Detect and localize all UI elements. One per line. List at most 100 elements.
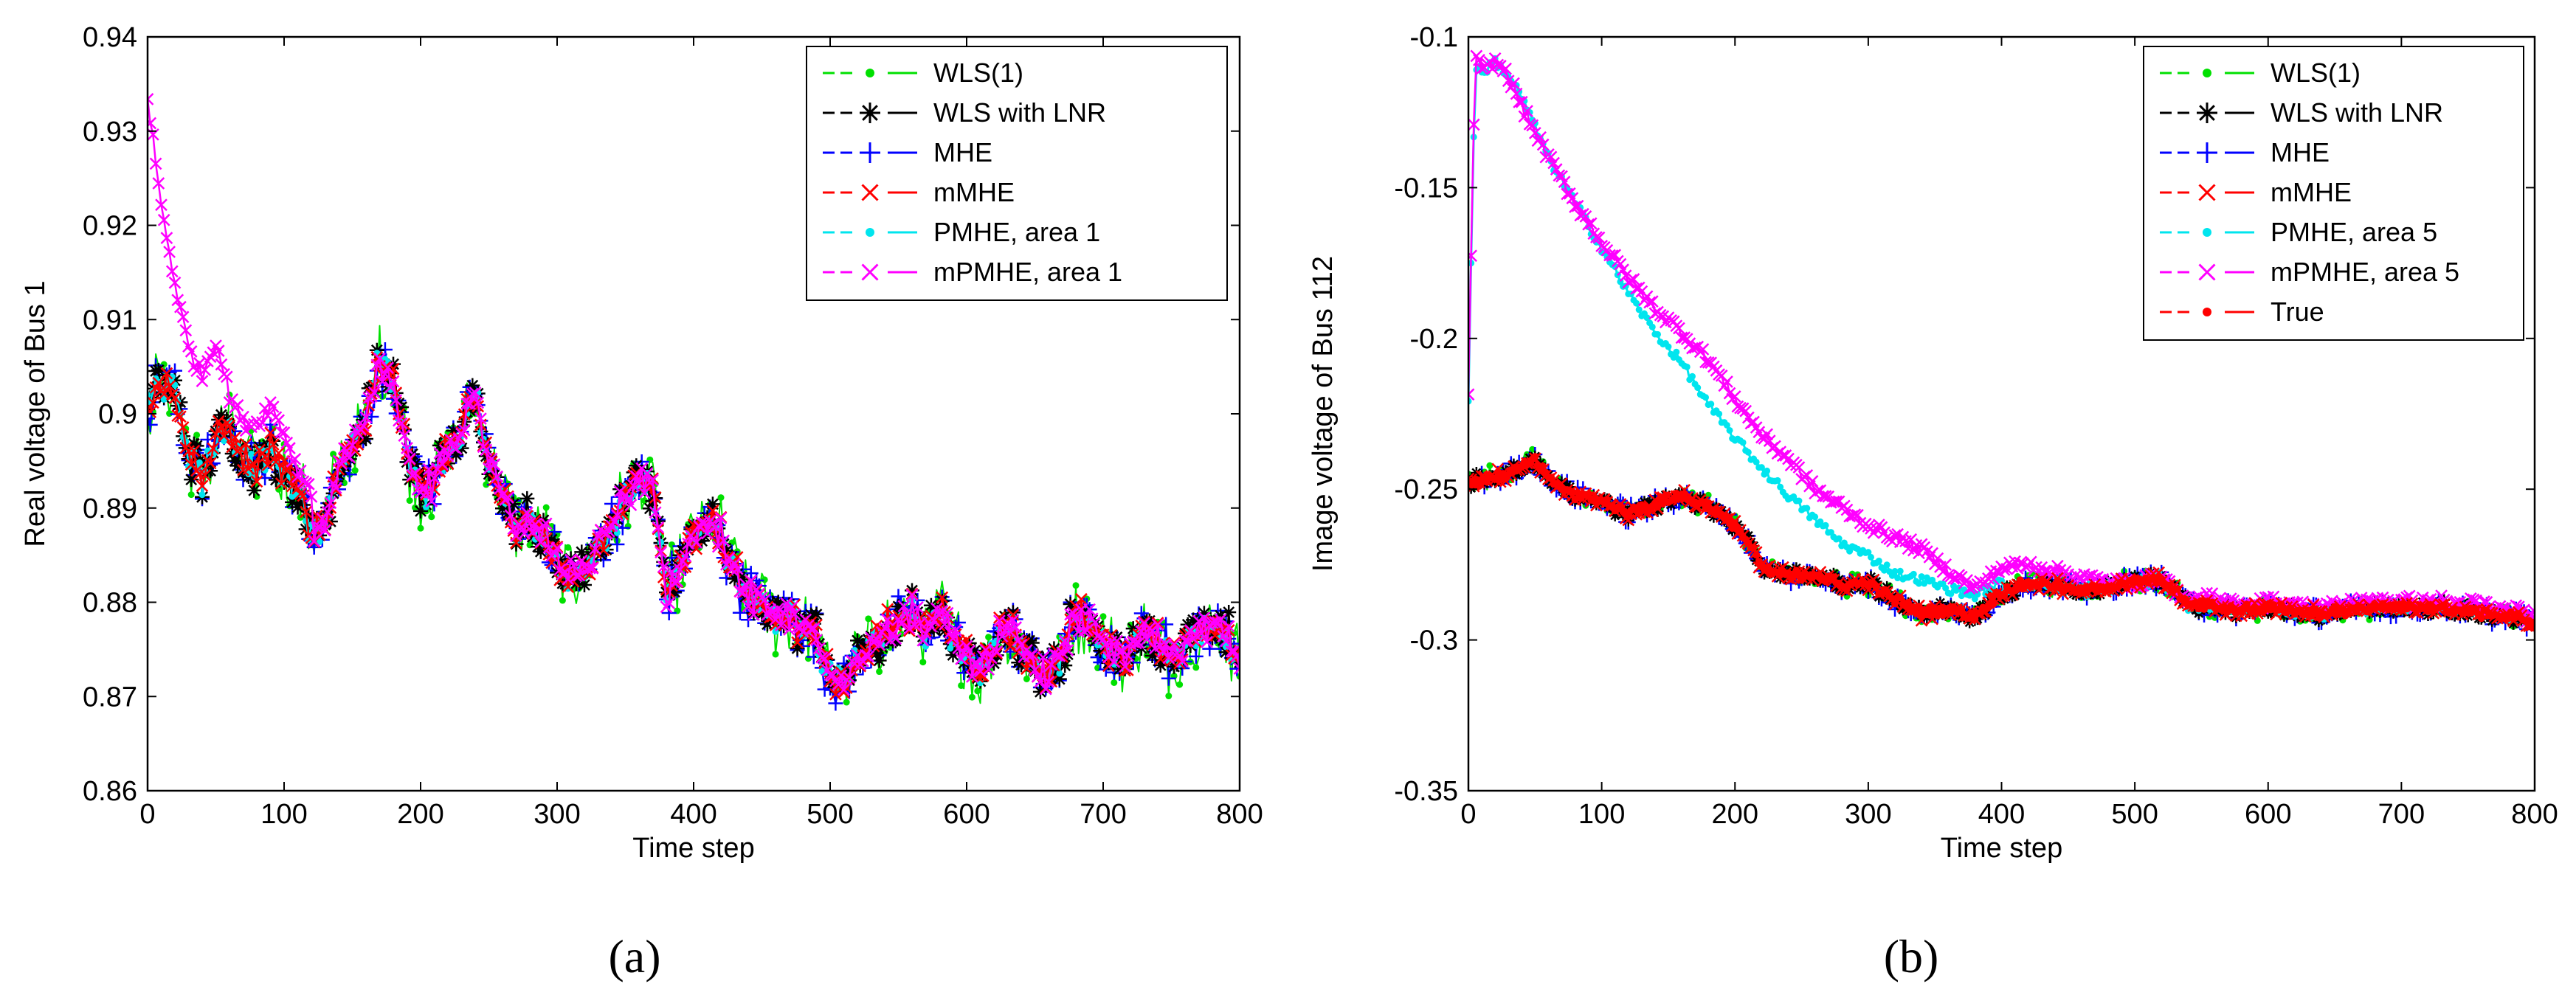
panel-b-x-axis-label: Time step [1941,833,2062,864]
series-b-4-point [1702,394,1710,401]
series-b-4-point [1683,363,1691,370]
series-b-4-point [1916,580,1923,587]
legend-marker [2198,184,2216,201]
legend-marker [2203,228,2211,237]
y-tick-label: 0.91 [83,305,137,336]
series-b-4-point [1867,553,1874,561]
series-a-0-point [1099,613,1107,620]
series-a-0-point [968,693,976,701]
series-b-4-point [1707,401,1715,408]
series-a-4-point [221,437,228,445]
series-b-6-point [1705,499,1713,507]
series-b-6-point [1989,600,1997,608]
legend-marker [866,69,874,77]
panel-a-chart: 0 100 200 300 400 500 600 700 800 0.86 0.87 0.88 0.8… [20,22,1263,864]
legend-entry-label: mMHE [2271,177,2352,207]
series-a-0-point [958,682,965,689]
y-tick-label: -0.2 [1410,324,1458,355]
series-b-0-point [1529,446,1536,453]
x-tick-label: 800 [2511,799,2558,830]
x-tick-label: 200 [1712,799,1758,830]
panel-a-ticks: 0 100 200 300 400 500 600 700 800 0.86 0.87 0.88 0.8… [83,22,1263,830]
series-b-6-point [1912,609,1920,617]
x-tick-label: 700 [1080,799,1126,830]
x-tick-label: 700 [2378,799,2425,830]
series-b-4-point [1835,535,1843,542]
y-tick-label: -0.1 [1410,22,1458,53]
series-b-4-point [1883,561,1890,569]
y-tick-label: 0.92 [83,211,137,242]
legend-marker [860,142,880,163]
series-b-6-point [1936,604,1944,612]
series-b-4-point [1875,557,1882,564]
series-a-4-point [198,491,206,499]
series-a-0-point [1023,675,1030,682]
series-b-6-point [1923,611,1931,619]
series-b-4-point [1777,483,1784,491]
series-a-5-markers [148,93,1240,696]
series-a-0-point [985,634,992,641]
legend-box [806,46,1228,301]
series-b-6-point [1753,551,1761,559]
series-a-0-point [564,544,572,551]
series-b-6-point [2394,600,2403,609]
series-b-4-point [1633,299,1640,307]
legend-marker [2197,142,2217,163]
series-b-6-point [1662,491,1670,499]
series-b-0-point [1705,491,1712,499]
series-b-6-point [2181,595,2189,603]
panel-a-caption: (a) [608,930,660,983]
series-b-4-point [1739,439,1747,446]
y-tick-label: 0.94 [83,22,137,53]
panel-b-legend: WLS(1) WLS with LNR MHE mMHE PMHE, area 5 mPM… [2143,46,2524,341]
series-b-6-point [1635,509,1643,517]
series-b-4-point [1744,448,1752,456]
series-b-4-point [1896,567,1904,575]
panel-a-x-axis-label: Time step [632,833,754,864]
series-b-6-point [1829,573,1837,581]
legend-entry-label: mMHE [933,177,1015,207]
series-b-6-point [1736,527,1744,536]
series-b-6-point [1539,462,1547,471]
series-b-6-point [1723,513,1731,521]
legend-entry-label: PMHE, area 5 [2271,217,2437,247]
series-b-4-point [1643,314,1651,322]
legend-entry-label: WLS(1) [2271,58,2361,88]
y-tick-label: -0.15 [1394,173,1458,204]
series-a-4-point [196,459,203,466]
x-tick-label: 100 [1578,799,1625,830]
x-tick-label: 600 [2245,799,2291,830]
series-b-6-point [1712,505,1720,513]
series-a-4-point [245,471,252,478]
series-b-6-point [2504,614,2512,623]
series-b-6-point [1915,603,1923,611]
series-b-4-point [1774,477,1781,484]
series-b-6-point [1896,594,1905,602]
series-b-6-point [1971,615,1979,623]
series-a-0-point [1111,679,1118,686]
x-tick-label: 300 [533,799,580,830]
series-b-6-point [2016,576,2024,584]
legend-marker [860,103,880,123]
series-a-0-point [330,451,337,458]
series-b-6-point [2054,576,2062,584]
legend-marker [861,184,879,201]
y-tick-label: 0.9 [98,399,137,430]
series-b-4-point [1723,421,1730,429]
series-b-4-point [1673,348,1680,356]
series-a-0-point [974,687,981,695]
series-b-4-point [1894,575,1902,582]
series-a-4-point [248,450,255,457]
legend-marker [866,228,874,237]
legend-entry-label: mPMHE, area 5 [2271,257,2459,287]
series-a-0-point [919,659,927,666]
series-b-4-point [1942,584,1950,592]
series-b-4-point [1974,591,1981,598]
series-a-4-point [1056,670,1063,677]
legend-entry-label: WLS(1) [933,58,1023,88]
legend-marker [2203,308,2211,316]
panel-b-y-axis-label: Image voltage of Bus 112 [1308,256,1339,572]
x-tick-label: 300 [1845,799,1891,830]
series-a-0-point [640,497,648,505]
x-tick-label: 0 [139,799,155,830]
